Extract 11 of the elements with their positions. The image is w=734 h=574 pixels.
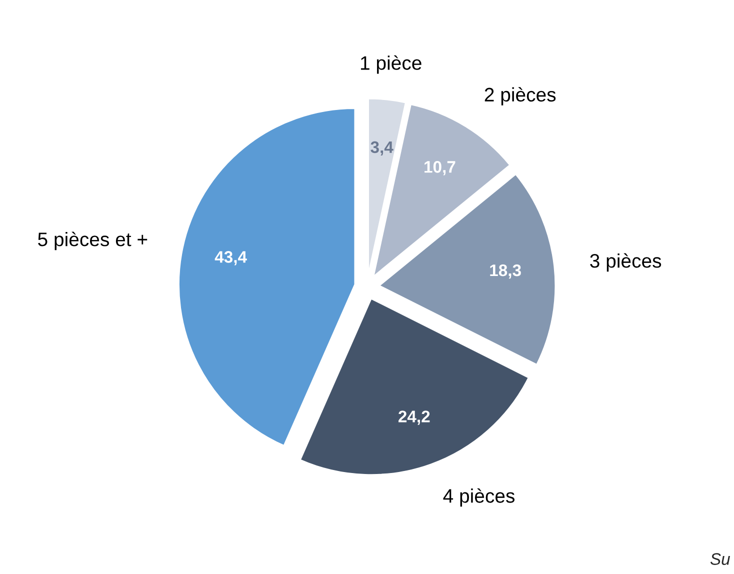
text: Su: [710, 553, 730, 565]
data-label: 18,3: [490, 264, 521, 279]
data-label: 10,7: [424, 161, 456, 176]
data-label: 43,4: [214, 251, 247, 266]
slice-label: 4 pièces: [443, 488, 515, 507]
slice-label: 5 pièces et +: [38, 232, 148, 250]
slice-label: 3 pièces: [590, 253, 662, 272]
slice-label: 2 pièces: [484, 87, 556, 106]
slice-label: 1 pièce: [360, 55, 422, 74]
data-label: 24,2: [398, 410, 430, 425]
data-label: 3,4: [370, 141, 394, 156]
